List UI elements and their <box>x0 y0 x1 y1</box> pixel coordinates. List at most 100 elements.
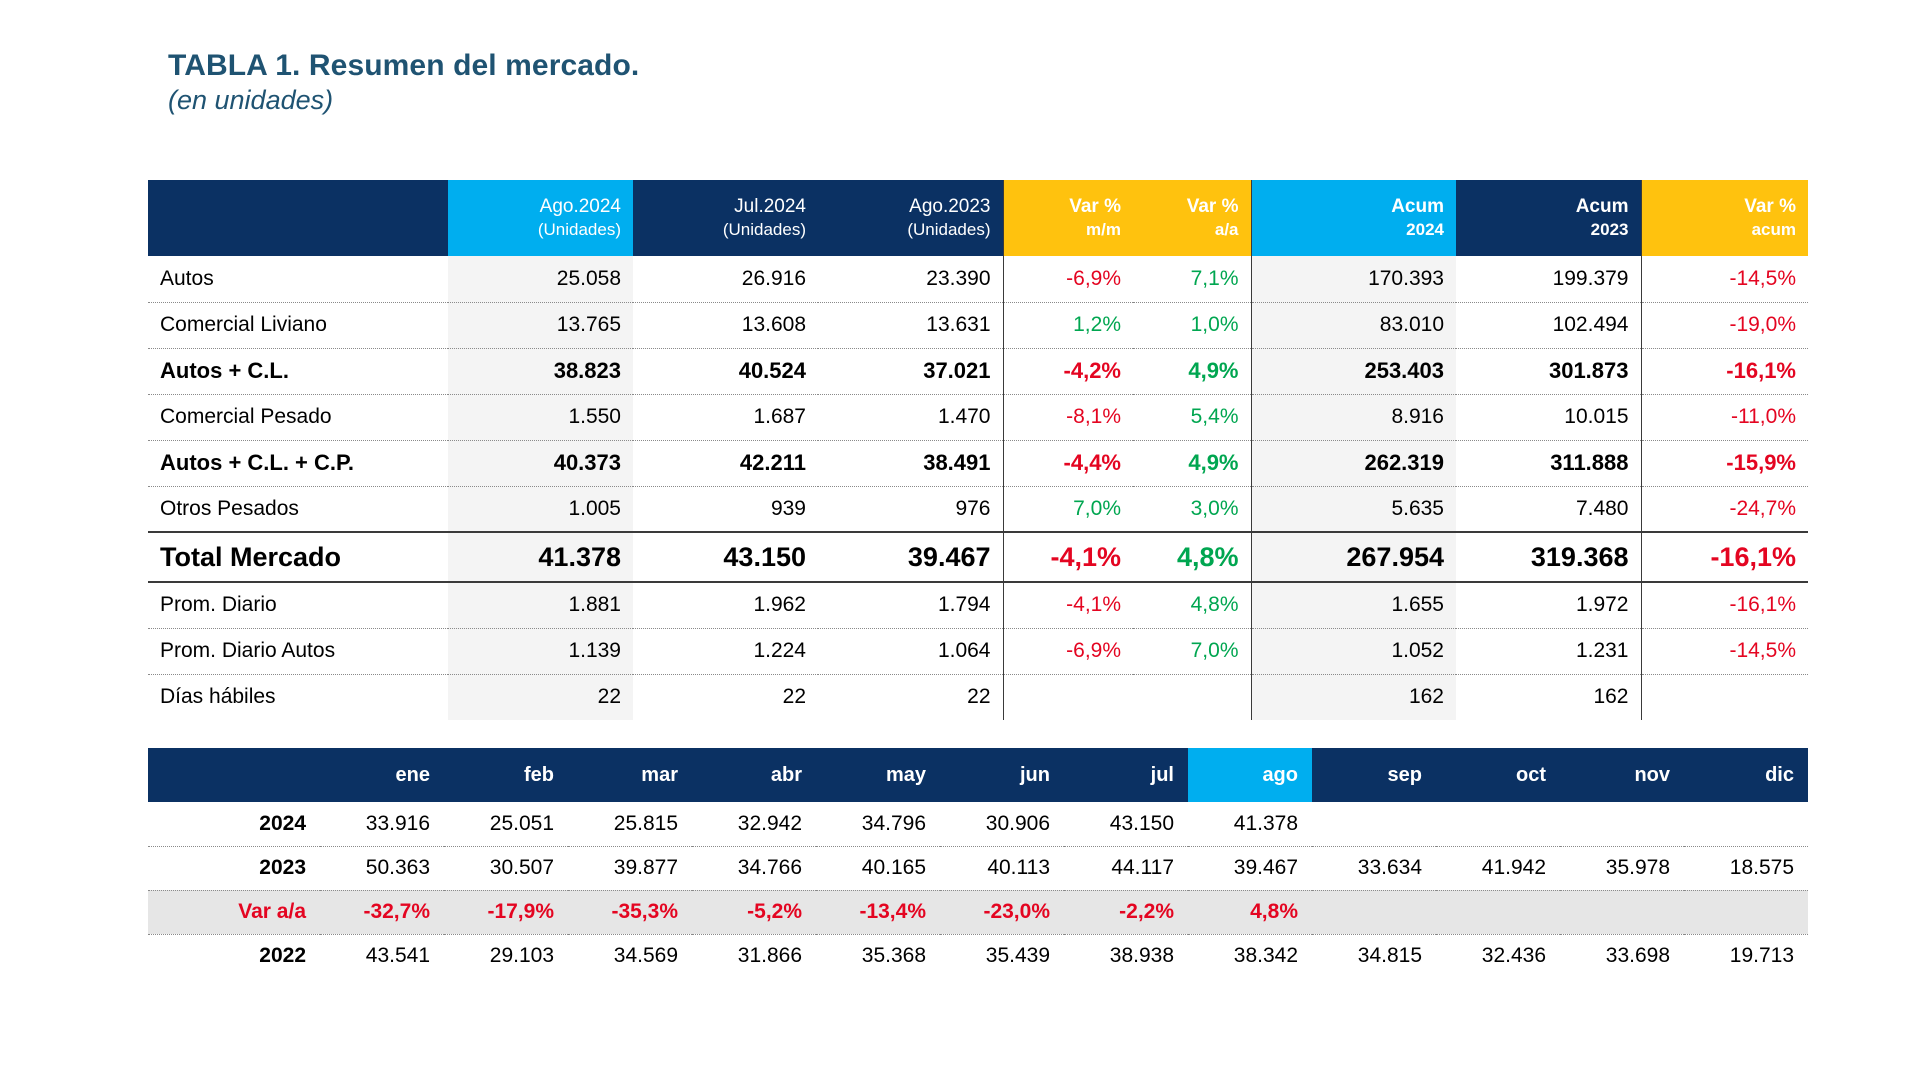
table2-month-header-nov: nov <box>1560 748 1684 802</box>
col-header-line1: Ago.2024 <box>539 195 621 217</box>
cell-value: 34.815 <box>1357 944 1422 968</box>
table2-month-header-jul: jul <box>1064 748 1188 802</box>
cell-value: 38.938 <box>1109 944 1174 968</box>
cell-acum2024: 1.052 <box>1250 628 1456 675</box>
col-header-line2: (Unidades) <box>907 220 991 240</box>
cell-var_mm: -8,1% <box>1002 394 1133 441</box>
table2-month-header-ago: ago <box>1188 748 1312 802</box>
row-label: Var a/a <box>148 890 320 935</box>
cell-value: 39.877 <box>568 846 692 891</box>
market-summary-table: Ago.2024 (Unidades) Jul.2024 (Unidades) Ago.… <box>148 180 1808 720</box>
table1-col-header-5: Var % a/a <box>1133 180 1251 256</box>
table-row: Autos + C.L. 38.823 40.524 37.021 -4,2% 4,9% 2… <box>148 348 1808 395</box>
table-row: Total Mercado 41.378 43.150 39.467 -4,1% 4,8%… <box>148 532 1808 583</box>
table2-header-row: ene feb mar abr may jun jul ago sep oct nov dic <box>148 748 1808 802</box>
cell-value: -32,7% <box>320 890 444 935</box>
cell-value <box>1684 890 1808 935</box>
cell-var_aa: 4,8% <box>1133 582 1251 629</box>
cell-var_acum: -24,7% <box>1640 486 1808 533</box>
row-label: 2024 <box>148 802 320 847</box>
col-header-line2: 2023 <box>1590 220 1629 240</box>
col-header-line1: Jul.2024 <box>734 195 806 217</box>
cell-value: 30.507 <box>444 846 568 891</box>
cell-ago2023: 23.390 <box>818 256 1003 303</box>
monthly-history-table: ene feb mar abr may jun jul ago sep oct nov dic 202… <box>148 748 1808 978</box>
cell-var_mm: -4,4% <box>1002 440 1133 487</box>
cell-acum2024: 170.393 <box>1250 256 1456 303</box>
cell-acum2023: 199.379 <box>1456 256 1641 303</box>
col-header-line1: Ago.2023 <box>909 195 991 217</box>
cell-jul2024: 42.211 <box>633 440 818 487</box>
cell-ago2023: 1.794 <box>818 582 1003 629</box>
cell-value: 35.368 <box>861 944 926 968</box>
cell-ago2023: 13.631 <box>818 302 1003 349</box>
cell-value: 38.342 <box>1233 944 1298 968</box>
cell-value: 35.439 <box>985 944 1050 968</box>
cell-acum2023: 301.873 <box>1456 348 1641 395</box>
cell-jul2024: 1.962 <box>633 582 818 629</box>
cell-var_acum: -14,5% <box>1640 628 1808 675</box>
table-row: Días hábiles 22 22 22 162 162 <box>148 674 1808 720</box>
col-header-line2: 2024 <box>1406 220 1444 240</box>
table2-month-header-sep: sep <box>1312 748 1436 802</box>
cell-value: 43.150 <box>1064 802 1188 847</box>
cell-jul2024: 1.687 <box>633 394 818 441</box>
cell-value: 39.467 <box>1188 846 1312 891</box>
cell-var_acum: -19,0% <box>1640 302 1808 349</box>
cell-ago2024: 40.373 <box>448 440 633 487</box>
table1-col-header-7: Acum 2023 <box>1456 180 1641 256</box>
cell-value: 50.363 <box>320 846 444 891</box>
cell-var_aa: 1,0% <box>1133 302 1251 349</box>
table2-month-header-jun: jun <box>940 748 1064 802</box>
cell-var_aa: 7,0% <box>1133 628 1251 675</box>
table2-month-header-ene: ene <box>320 748 444 802</box>
cell-ago2024: 13.765 <box>448 302 633 349</box>
cell-jul2024: 939 <box>633 486 818 533</box>
table1-col-header-2: Jul.2024 (Unidades) <box>633 180 818 256</box>
cell-var_mm: 7,0% <box>1002 486 1133 533</box>
row-label: Total Mercado <box>148 532 448 583</box>
cell-value: -13,4% <box>816 890 940 935</box>
table1-col-header-0 <box>148 180 448 256</box>
cell-value: 19.713 <box>1729 944 1794 968</box>
row-label: Prom. Diario <box>148 582 448 629</box>
cell-jul2024: 1.224 <box>633 628 818 675</box>
cell-value: 44.117 <box>1064 846 1188 891</box>
cell-ago2024: 41.378 <box>448 532 633 583</box>
cell-var_mm <box>1002 674 1133 720</box>
cell-acum2024: 267.954 <box>1250 532 1456 583</box>
row-label: 2023 <box>148 846 320 891</box>
cell-acum2023: 102.494 <box>1456 302 1641 349</box>
row-label: Autos + C.L. <box>148 348 448 395</box>
table1-col-header-6: Acum 2024 <box>1250 180 1456 256</box>
row-label: Comercial Liviano <box>148 302 448 349</box>
cell-value: 35.978 <box>1560 846 1684 891</box>
cell-value: -5,2% <box>692 890 816 935</box>
cell-var_aa: 4,9% <box>1133 348 1251 395</box>
cell-jul2024: 22 <box>782 685 806 709</box>
cell-var_mm: -4,1% <box>1002 532 1133 583</box>
cell-value <box>1560 802 1684 847</box>
table1-col-header-1: Ago.2024 (Unidades) <box>448 180 633 256</box>
table-row: Prom. Diario Autos 1.139 1.224 1.064 -6,9% 7,… <box>148 628 1808 675</box>
table-row: 2023 50.363 30.507 39.877 34.766 40.165 40.113… <box>148 846 1808 891</box>
title-block: TABLA 1. Resumen del mercado. (en unidad… <box>168 48 639 117</box>
cell-value: 34.796 <box>816 802 940 847</box>
table-row: Prom. Diario 1.881 1.962 1.794 -4,1% 4,8% 1.65… <box>148 582 1808 629</box>
cell-var_mm: -4,1% <box>1002 582 1133 629</box>
cell-ago2024: 25.058 <box>448 256 633 303</box>
cell-value: 34.569 <box>613 944 678 968</box>
table2-month-header-dic: dic <box>1684 748 1808 802</box>
cell-var_mm: -4,2% <box>1002 348 1133 395</box>
row-label: Días hábiles <box>160 685 276 709</box>
cell-value: 34.766 <box>692 846 816 891</box>
cell-ago2023: 1.064 <box>818 628 1003 675</box>
cell-value <box>1560 890 1684 935</box>
row-label: Autos <box>148 256 448 303</box>
cell-var_acum: -11,0% <box>1640 394 1808 441</box>
col-header-line1: Acum <box>1575 195 1629 217</box>
cell-ago2024: 38.823 <box>448 348 633 395</box>
cell-value: 33.916 <box>320 802 444 847</box>
cell-value: -17,9% <box>444 890 568 935</box>
table1-body: Autos 25.058 26.916 23.390 -6,9% 7,1% 170.393 1… <box>148 256 1808 720</box>
